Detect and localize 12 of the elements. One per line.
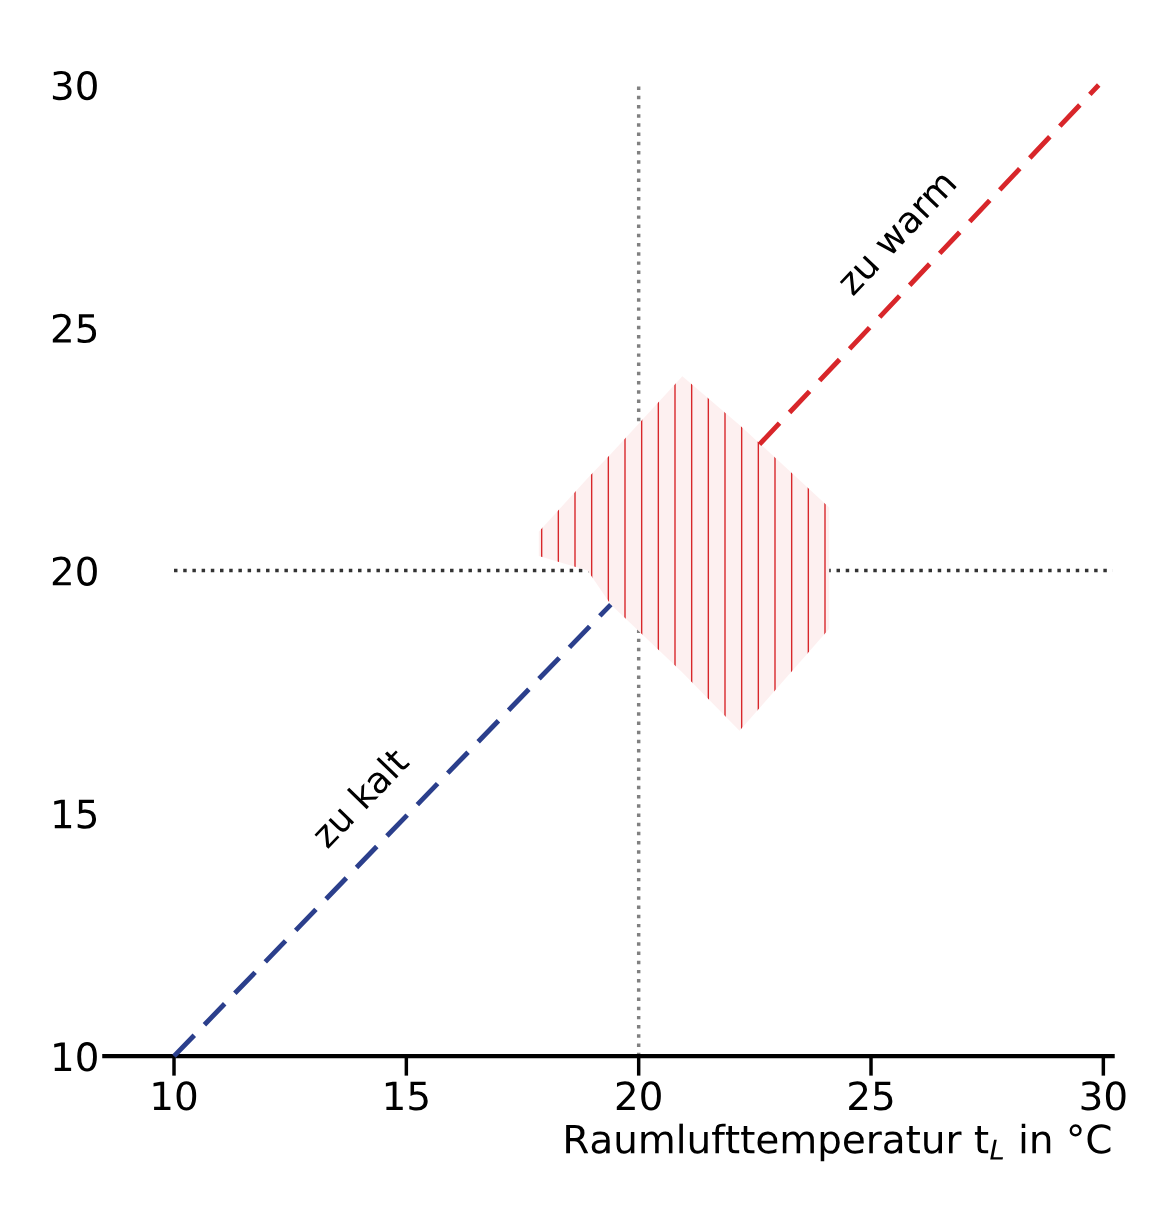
x-tick-label: 30: [1081, 1081, 1126, 1111]
y-tick-label: 15: [54, 799, 97, 829]
x-tick-label: 15: [385, 1081, 428, 1111]
x-tick-label: 20: [616, 1081, 661, 1111]
y-tick-label: 25: [52, 313, 97, 344]
annotation: zu kalt: [308, 745, 411, 850]
y-tick-label: 20: [52, 556, 97, 586]
x-tick-label: 10: [153, 1081, 197, 1111]
x-axis-title: Raumlufttemperatur t$_{L}$ in °C: [566, 1123, 1111, 1162]
y-tick-label: 30: [52, 70, 97, 101]
y-tick-label: 10: [54, 1042, 97, 1072]
x-tick-label: 25: [849, 1081, 893, 1111]
